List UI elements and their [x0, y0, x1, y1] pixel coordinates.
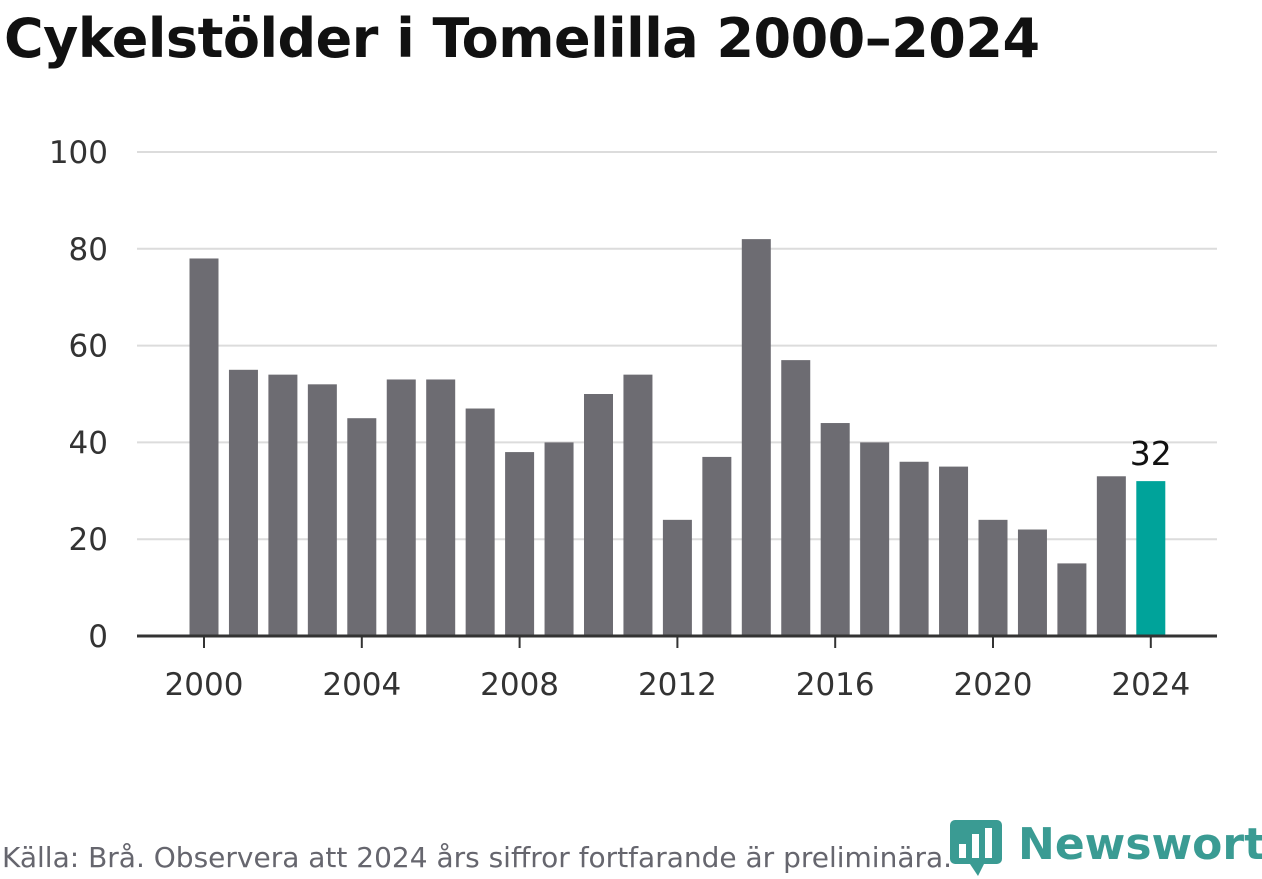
bar-2009 [544, 442, 574, 636]
bar-2015 [781, 360, 811, 636]
data-labels: 32 [1130, 434, 1172, 473]
chart-title: Cykelstölder i Tomelilla 2000–2024 [4, 7, 1040, 70]
x-axis: 2000 2004 2008 2012 2016 2020 2024 [137, 634, 1217, 703]
bar-2002 [268, 374, 298, 636]
bar-2016 [820, 423, 850, 636]
bar-2000 [189, 258, 219, 636]
bar-2010 [584, 394, 613, 636]
gridlines [137, 151, 1217, 541]
y-tick-label-40: 40 [69, 425, 108, 461]
x-tick-label-2004: 2004 [322, 667, 401, 703]
x-tick-label-2012: 2012 [638, 667, 717, 703]
bar-2024 [1136, 481, 1166, 636]
bar-2006 [426, 379, 456, 636]
x-tick-label-2020: 2020 [954, 667, 1033, 703]
y-tick-label-100: 100 [49, 135, 108, 171]
bar-2008 [505, 452, 535, 636]
bar-2014 [741, 239, 771, 636]
y-tick-label-80: 80 [69, 232, 108, 268]
y-tick-label-20: 20 [69, 522, 108, 558]
bar-2017 [860, 442, 890, 636]
newsworthy-logo: Newsworthy [950, 818, 1262, 878]
x-tick-label-2008: 2008 [480, 667, 559, 703]
bar-2004 [347, 418, 377, 636]
bar-2022 [1057, 563, 1087, 636]
bar-2005 [386, 379, 416, 636]
x-tick-label-2024: 2024 [1111, 667, 1190, 703]
bar-2023 [1096, 476, 1126, 636]
bar-chart: 0 20 40 60 80 100 2000 2004 2008 2012 2016 2020 202… [49, 135, 1217, 703]
x-tick-label-2016: 2016 [796, 667, 875, 703]
bars [189, 239, 1166, 636]
bar-2019 [939, 466, 969, 636]
x-tick-label-2000: 2000 [165, 667, 244, 703]
bar-2011 [623, 374, 653, 636]
y-axis-tick-labels: 0 20 40 60 80 100 [49, 135, 108, 655]
bar-2018 [899, 461, 929, 636]
bar-2013 [702, 456, 732, 636]
bar-2021 [1017, 529, 1047, 636]
data-label-2024: 32 [1130, 434, 1172, 473]
bar-2020 [978, 519, 1008, 636]
bar-2001 [228, 369, 258, 636]
y-tick-label-0: 0 [88, 619, 108, 655]
bar-2012 [662, 519, 692, 636]
bar-2003 [307, 384, 337, 636]
newsworthy-chart-icon [950, 820, 1002, 876]
y-tick-label-60: 60 [69, 329, 108, 365]
bar-2007 [465, 408, 495, 636]
source-note: Källa: Brå. Observera att 2024 års siffr… [2, 841, 953, 874]
logo-text: Newsworthy [1018, 819, 1262, 870]
